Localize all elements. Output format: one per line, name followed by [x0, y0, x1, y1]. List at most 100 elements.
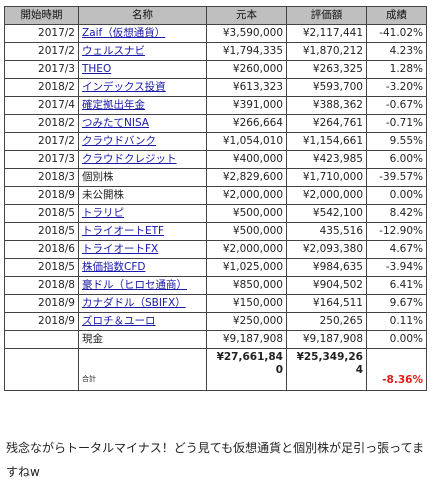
result-cell: -3.20%: [366, 78, 427, 97]
valuation-cell: ¥984,635: [286, 258, 367, 277]
start-date-cell: 2017/4: [4, 96, 79, 115]
investment-link[interactable]: カナダドル（SBIFX）: [82, 297, 186, 309]
start-date-cell: 2018/2: [4, 78, 79, 97]
principal-cell: ¥500,000: [206, 222, 287, 241]
investment-link[interactable]: 確定拠出年金: [82, 99, 145, 111]
name-cell: 確定拠出年金: [78, 96, 207, 115]
investment-link[interactable]: ウェルスナビ: [82, 45, 145, 57]
investment-link[interactable]: トライオートETF: [82, 225, 165, 237]
principal-cell: ¥260,000: [206, 60, 287, 79]
result-cell: -12.90%: [366, 222, 427, 241]
table-row: 現金 ¥9,187,908 ¥9,187,908 0.00%: [4, 330, 427, 349]
result-cell: 9.67%: [366, 294, 427, 313]
valuation-cell: ¥263,325: [286, 60, 367, 79]
investment-link[interactable]: トライオートFX: [82, 243, 159, 255]
table-row: 2017/2 クラウドバンク ¥1,054,010 ¥1,154,661 9.55%: [4, 132, 427, 151]
header-valuation: 評価額: [286, 6, 367, 25]
result-cell: -39.57%: [366, 168, 427, 187]
name-cell: トライオートFX: [78, 240, 207, 259]
investment-link[interactable]: クラウドクレジット: [82, 153, 177, 165]
table-row: 2018/9 カナダドル（SBIFX） ¥150,000 ¥164,511 9.67%: [4, 294, 427, 313]
investment-link[interactable]: THEO: [82, 63, 112, 75]
table-row: 2018/2 インデックス投資 ¥613,323 ¥593,700 -3.20%: [4, 78, 427, 97]
table-header-row: 開始時期 名称 元本 評価額 成績: [4, 6, 427, 25]
name-cell: トライオートETF: [78, 222, 207, 241]
table-row: 2017/2 Zaif（仮想通貨） ¥3,590,000 ¥2,117,441 -41.…: [4, 24, 427, 43]
table-row: 2017/3 クラウドクレジット ¥400,000 ¥423,985 6.00%: [4, 150, 427, 169]
table-row: 2018/2 つみたてNISA ¥266,664 ¥264,761 -0.71%: [4, 114, 427, 133]
name-cell: クラウドクレジット: [78, 150, 207, 169]
table-row: 2018/5 トラリピ ¥500,000 ¥542,100 8.42%: [4, 204, 427, 223]
result-cell: -3.94%: [366, 258, 427, 277]
valuation-cell: ¥593,700: [286, 78, 367, 97]
start-date-cell: 2018/5: [4, 222, 79, 241]
name-cell: ズロチ＆ユーロ: [78, 312, 207, 331]
investment-link[interactable]: インデックス投資: [82, 81, 166, 93]
table-row: 2018/3 個別株 ¥2,829,600 ¥1,710,000 -39.57%: [4, 168, 427, 187]
result-cell: -0.71%: [366, 114, 427, 133]
table-row: 2018/8 豪ドル（ヒロセ通商） ¥850,000 ¥904,502 6.41%: [4, 276, 427, 295]
start-date-cell: 2018/5: [4, 204, 79, 223]
name-cell: 現金: [78, 330, 207, 349]
name-cell: 個別株: [78, 168, 207, 187]
investment-link[interactable]: 株価指数CFD: [82, 261, 146, 273]
valuation-cell: ¥1,154,661: [286, 132, 367, 151]
principal-cell: ¥9,187,908: [206, 330, 287, 349]
investment-link[interactable]: クラウドバンク: [82, 135, 157, 147]
principal-cell: ¥150,000: [206, 294, 287, 313]
principal-cell: ¥400,000: [206, 150, 287, 169]
name-cell: 豪ドル（ヒロセ通商）: [78, 276, 207, 295]
total-valuation: ¥25,349,264: [286, 348, 367, 391]
start-date-cell: 2017/2: [4, 24, 79, 43]
start-date-cell: 2018/8: [4, 276, 79, 295]
start-date-cell: 2017/3: [4, 150, 79, 169]
header-result: 成績: [366, 6, 427, 25]
header-name: 名称: [78, 6, 207, 25]
name-cell: カナダドル（SBIFX）: [78, 294, 207, 313]
table-row: 2017/2 ウェルスナビ ¥1,794,335 ¥1,870,212 4.23%: [4, 42, 427, 61]
investment-link[interactable]: トラリピ: [82, 207, 124, 219]
investment-label: 個別株: [82, 171, 114, 183]
investment-link[interactable]: つみたてNISA: [82, 117, 149, 129]
total-date-cell: [4, 348, 79, 391]
investment-link[interactable]: 豪ドル（ヒロセ通商）: [82, 279, 187, 291]
table-row: 2018/6 トライオートFX ¥2,000,000 ¥2,093,380 4.67%: [4, 240, 427, 259]
table-row: 2018/9 未公開株 ¥2,000,000 ¥2,000,000 0.00%: [4, 186, 427, 205]
table-row: 2018/5 トライオートETF ¥500,000 435,516 -12.90%: [4, 222, 427, 241]
name-cell: ウェルスナビ: [78, 42, 207, 61]
total-result: -8.36%: [366, 348, 427, 391]
total-row: 合計 ¥27,661,840 ¥25,349,264 -8.36%: [4, 348, 427, 391]
start-date-cell: [4, 330, 79, 349]
valuation-cell: ¥1,870,212: [286, 42, 367, 61]
principal-cell: ¥2,829,600: [206, 168, 287, 187]
principal-cell: ¥1,054,010: [206, 132, 287, 151]
result-cell: 8.42%: [366, 204, 427, 223]
principal-cell: ¥613,323: [206, 78, 287, 97]
start-date-cell: 2018/2: [4, 114, 79, 133]
start-date-cell: 2018/3: [4, 168, 79, 187]
result-cell: -0.67%: [366, 96, 427, 115]
start-date-cell: 2018/6: [4, 240, 79, 259]
total-principal: ¥27,661,840: [206, 348, 287, 391]
result-cell: -41.02%: [366, 24, 427, 43]
result-cell: 0.00%: [366, 330, 427, 349]
table-row: 2018/5 株価指数CFD ¥1,025,000 ¥984,635 -3.94%: [4, 258, 427, 277]
investment-link[interactable]: Zaif（仮想通貨）: [82, 27, 166, 39]
investment-label: 現金: [82, 333, 103, 345]
principal-cell: ¥500,000: [206, 204, 287, 223]
comment-text: 残念ながらトータルマイナス！どう見ても仮想通貨と個別株が足引っ張ってますねw: [6, 441, 424, 479]
valuation-cell: ¥1,710,000: [286, 168, 367, 187]
principal-cell: ¥1,025,000: [206, 258, 287, 277]
valuation-cell: ¥264,761: [286, 114, 367, 133]
name-cell: 株価指数CFD: [78, 258, 207, 277]
investment-link[interactable]: ズロチ＆ユーロ: [82, 315, 156, 327]
valuation-cell: ¥904,502: [286, 276, 367, 295]
result-cell: 4.67%: [366, 240, 427, 259]
name-cell: 未公開株: [78, 186, 207, 205]
result-cell: 6.00%: [366, 150, 427, 169]
valuation-cell: ¥542,100: [286, 204, 367, 223]
principal-cell: ¥250,000: [206, 312, 287, 331]
start-date-cell: 2018/9: [4, 294, 79, 313]
total-label: 合計: [78, 348, 207, 391]
start-date-cell: 2017/2: [4, 132, 79, 151]
